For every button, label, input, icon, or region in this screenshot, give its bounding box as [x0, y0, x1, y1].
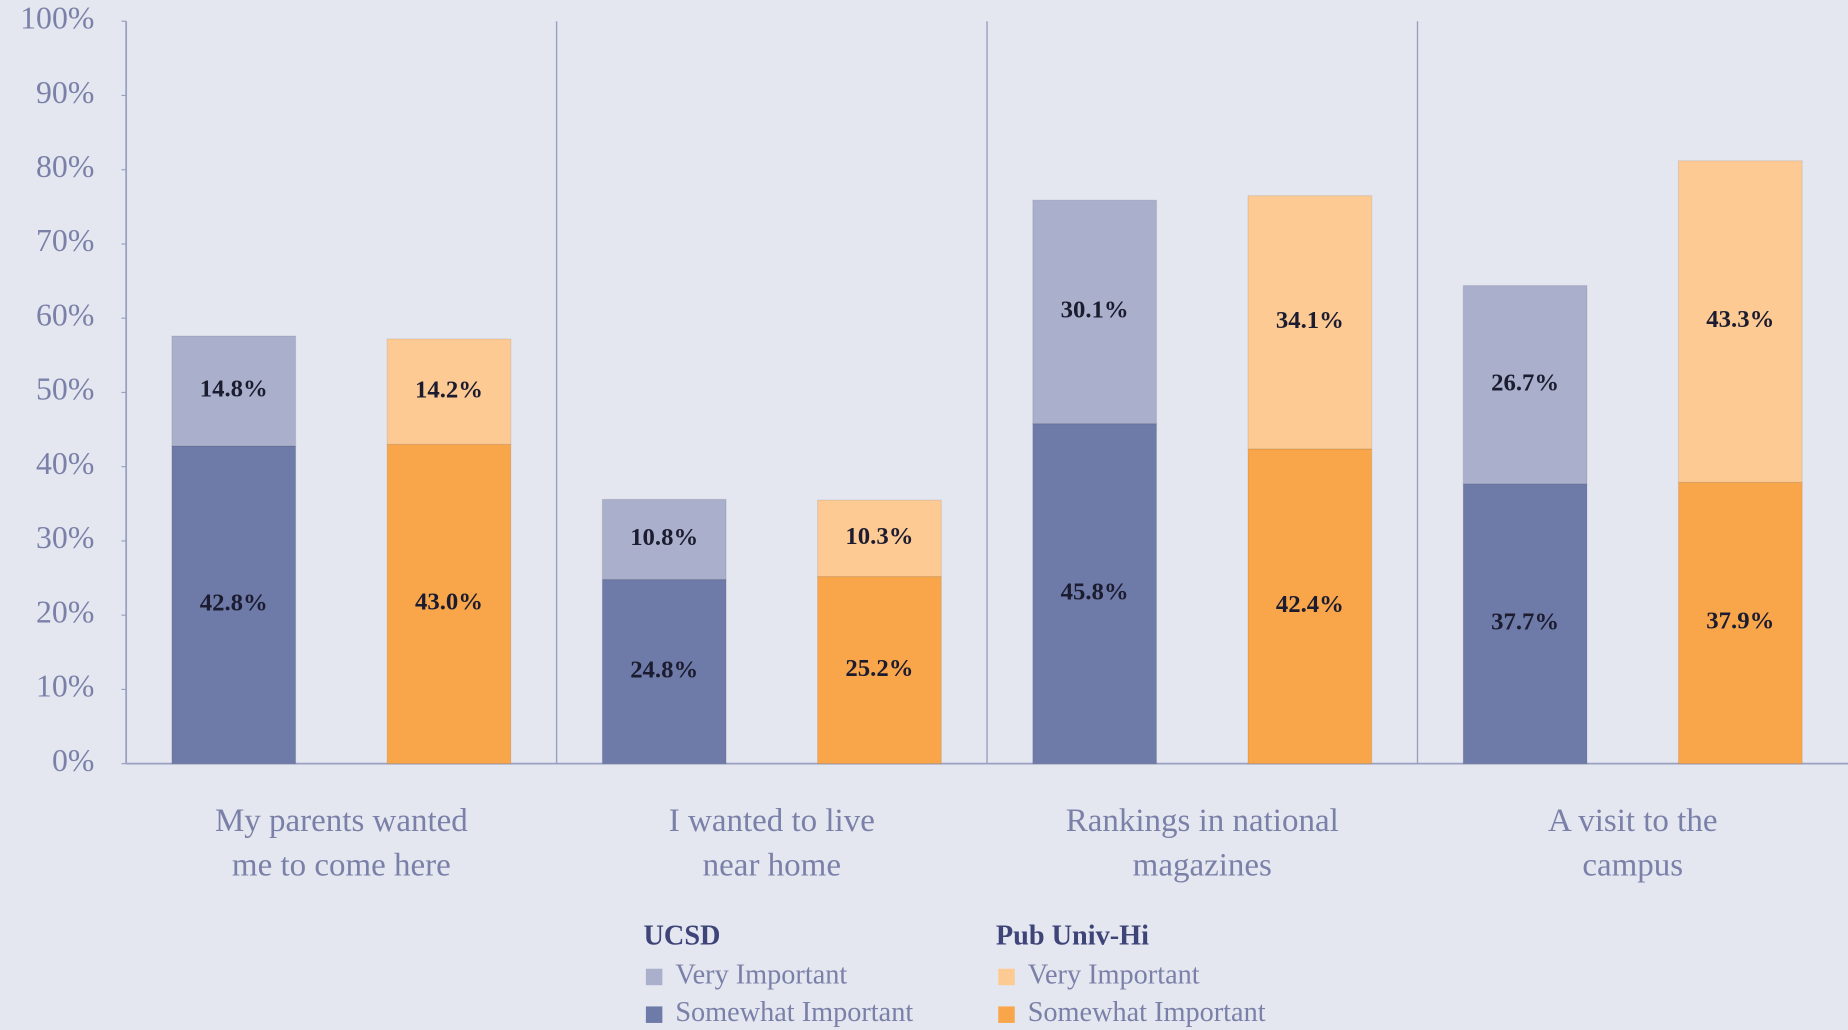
data-label: 25.2%	[845, 655, 913, 682]
bar-segment	[1032, 423, 1158, 765]
bar-segment	[386, 443, 512, 765]
data-label: 10.3%	[845, 523, 913, 550]
legend-label: Very Important	[675, 959, 847, 990]
y-tick-label: 80%	[36, 149, 94, 184]
x-tick-line: near home	[703, 848, 841, 884]
data-label: 43.0%	[415, 589, 483, 616]
x-tick-line: campus	[1582, 848, 1683, 884]
bar-segment	[816, 575, 942, 765]
y-tick-label: 40%	[36, 446, 94, 481]
data-label: 14.2%	[415, 376, 483, 403]
legend-swatch	[645, 1006, 663, 1023]
bar-segment	[171, 335, 297, 447]
data-label: 34.1%	[1276, 307, 1344, 334]
bar-segment	[1247, 195, 1373, 450]
data-label: 14.8%	[200, 376, 268, 403]
bar-segment	[1247, 448, 1373, 765]
x-tick-label: I wanted to live near home	[669, 803, 875, 884]
y-tick-label: 10%	[36, 669, 94, 704]
legend-label: Very Important	[1028, 959, 1200, 990]
data-label: 10.8%	[630, 524, 698, 551]
x-tick-line: magazines	[1133, 848, 1272, 884]
y-tick-label: 90%	[36, 75, 94, 110]
bar-segment	[386, 338, 512, 445]
y-tick-label: 30%	[36, 520, 94, 555]
bar-segment	[1462, 284, 1588, 485]
legend-label: Somewhat Important	[675, 997, 913, 1028]
x-tick-line: I wanted to live	[669, 803, 875, 839]
x-tick-line: me to come here	[232, 848, 451, 884]
data-label: 26.7%	[1491, 369, 1559, 396]
bar-segment	[1677, 481, 1803, 765]
legend-label: Somewhat Important	[1028, 997, 1266, 1028]
data-label: 37.9%	[1706, 608, 1774, 635]
bar-segment	[816, 499, 942, 578]
y-tick-label: 20%	[36, 594, 94, 629]
legend-heading: Pub Univ-Hi	[996, 921, 1149, 952]
bar-segment	[601, 578, 727, 765]
y-tick-label: 0%	[52, 743, 94, 778]
y-tick-label: 70%	[36, 223, 94, 258]
legend-swatch	[998, 968, 1015, 986]
bar-segment	[1677, 160, 1803, 483]
y-tick-label: 50%	[36, 372, 94, 407]
data-label: 24.8%	[630, 656, 698, 683]
data-label: 45.8%	[1061, 578, 1129, 605]
bar-segment	[601, 498, 727, 581]
y-tick-label: 100%	[20, 1, 94, 36]
data-label: 30.1%	[1061, 297, 1129, 324]
x-tick-line: A visit to the	[1548, 803, 1718, 839]
x-tick-label: My parents wanted me to come here	[215, 803, 468, 884]
y-tick-label: 60%	[36, 297, 94, 332]
bar-segment	[1462, 483, 1588, 765]
x-tick-line: My parents wanted	[215, 803, 468, 839]
legend-swatch	[998, 1006, 1015, 1023]
x-tick-line: Rankings in national	[1066, 803, 1339, 839]
legend-swatch	[645, 968, 663, 986]
data-label: 37.7%	[1491, 608, 1559, 635]
bar-segment	[1032, 199, 1158, 425]
data-label: 42.4%	[1276, 591, 1344, 618]
legend-heading: UCSD	[644, 921, 721, 952]
data-label: 43.3%	[1706, 306, 1774, 333]
x-tick-label: A visit to the campus	[1548, 803, 1718, 884]
x-tick-label: Rankings in national magazines	[1066, 803, 1339, 884]
data-label: 42.8%	[200, 589, 268, 616]
